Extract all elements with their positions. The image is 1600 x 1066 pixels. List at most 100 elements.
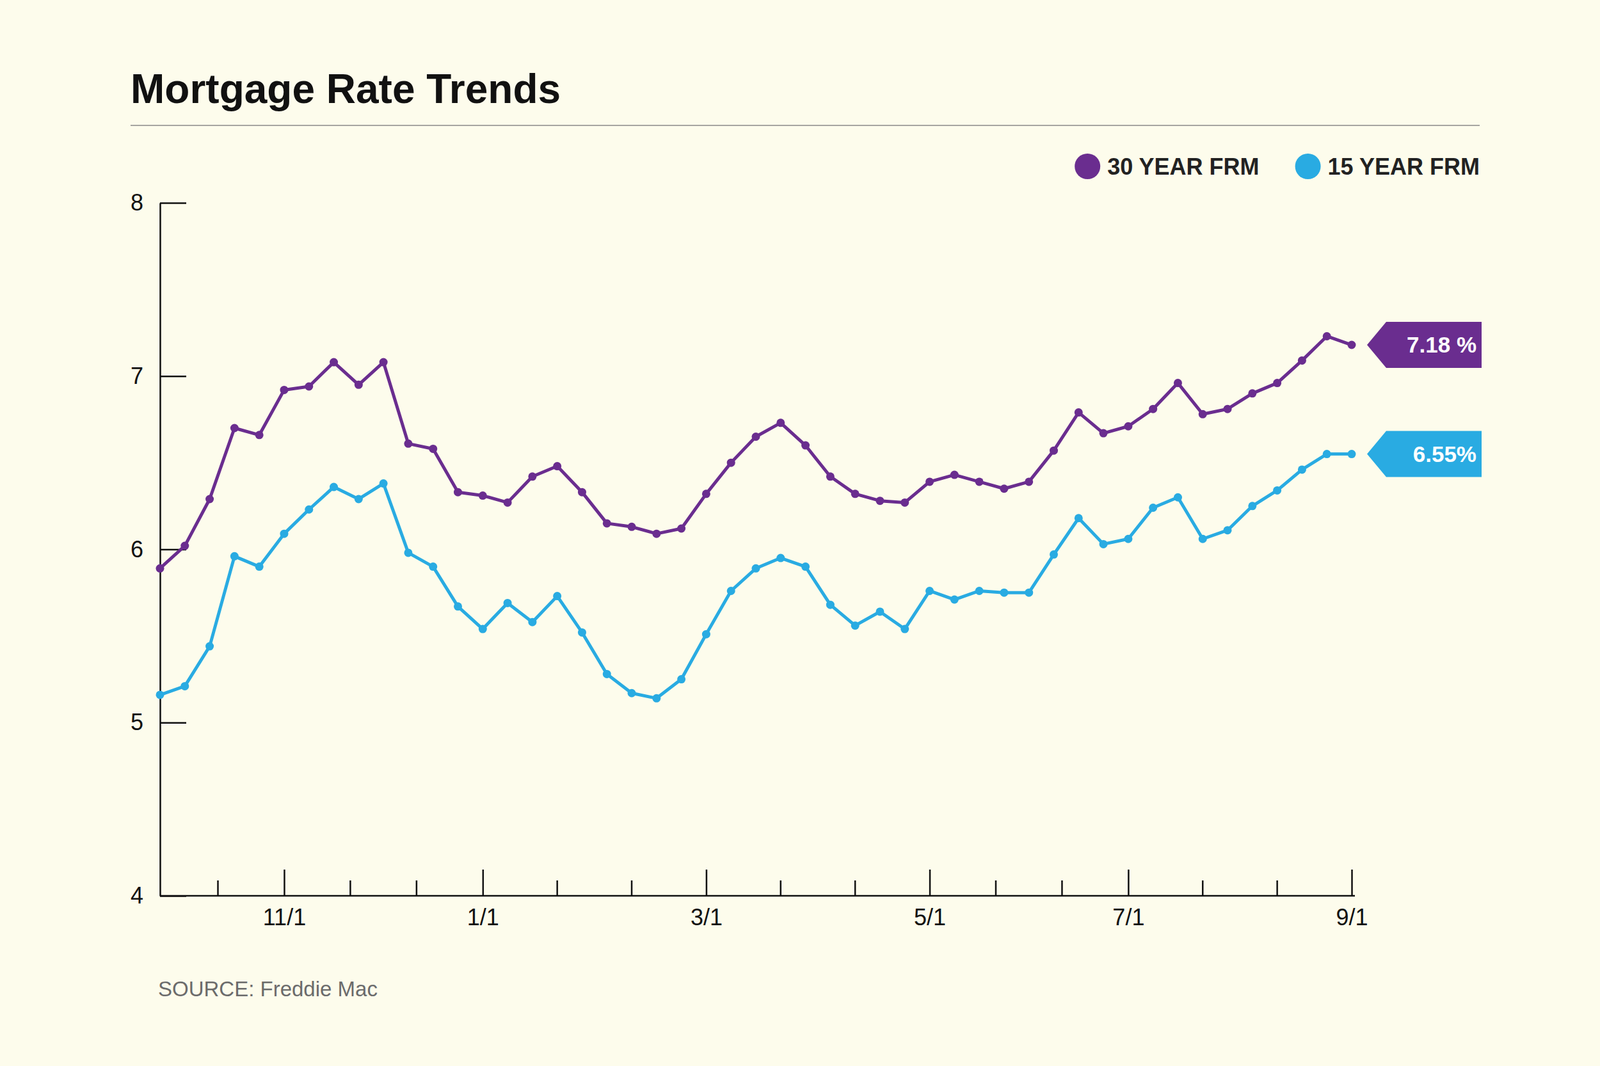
series-point [999,588,1008,598]
series-point [1322,332,1332,341]
minor-tick [1276,880,1279,896]
y-tick-mark [160,375,187,378]
value-label: 7.18 % [1406,332,1477,358]
series-point [180,542,189,551]
series-point [851,489,860,498]
series-point [975,586,984,596]
series-point [478,625,488,634]
legend-marker [1074,153,1101,180]
chart: Mortgage Rate Trends4567811/11/13/15/17/… [0,0,1600,1066]
series-point [875,496,884,505]
value-label: 6.55% [1413,441,1477,467]
series-point [727,458,736,468]
minor-tick [780,880,783,896]
x-tick-mark [705,869,708,896]
series-point [503,599,512,608]
series-point [1347,449,1357,459]
series-point [528,618,537,627]
series-point [478,491,488,500]
series-point [677,524,686,534]
y-tick-mark [160,202,187,205]
series-point [428,562,438,571]
series-point [999,484,1008,493]
x-tick-mark [929,869,932,896]
series-point [1148,405,1158,414]
series [156,332,1357,573]
series-point [602,519,612,528]
series-point [1099,429,1108,438]
series-point [1322,449,1332,459]
series-point [1123,422,1133,431]
y-tick-label: 5 [130,709,144,736]
x-tick-label: 7/1 [1112,904,1145,931]
series-point [230,552,239,561]
x-tick-mark [283,869,286,896]
series-point [1148,503,1158,512]
series-point [1173,378,1183,388]
series-point [156,564,165,573]
title: Mortgage Rate Trends [130,65,561,112]
series-point [329,358,338,367]
x-tick-mark [482,869,485,896]
series-point [230,423,239,432]
legend-marker [1295,153,1321,180]
series-point [503,498,512,507]
series-point [1223,405,1232,414]
series-point [403,548,413,557]
series-point [1297,356,1307,365]
series-point [1074,408,1083,417]
series-point [1049,550,1058,559]
series-point [453,488,463,497]
series-point [702,489,711,498]
x-axis: 11/1 1/1 3/1 5/1 7/1 9/1 [160,869,1369,931]
series-point [826,600,835,610]
series-point [1173,493,1183,502]
series-point [950,471,959,480]
source: SOURCE: Freddie Mac [158,977,378,1001]
series-point [1248,389,1257,398]
series-point [776,418,785,427]
minor-tick [995,880,998,896]
series-line [160,454,1352,699]
series-point [577,488,587,497]
legend: 30 YEAR FRM15 YEAR FRM [1074,153,1480,180]
series-point [652,694,661,703]
series-point [1347,341,1357,350]
series-line [160,336,1352,569]
y-axis: 45678 [130,189,187,909]
series-point [1198,410,1208,419]
y-tick-label: 7 [130,362,144,390]
legend-label: 15 YEAR FRM [1328,153,1480,180]
series-point [552,462,562,471]
series-point [677,675,686,684]
series [156,449,1357,703]
x-tick: 5/1 [913,869,946,931]
series-point [528,472,537,481]
value-tag-shape [1367,321,1482,368]
legend-item: 15 YEAR FRM [1295,153,1480,180]
y-tick-label: 6 [130,536,144,563]
y-tick: 5 [130,709,187,736]
x-tick: 11/1 [263,869,306,931]
series-point [1024,588,1033,598]
series-point [552,592,562,601]
y-tick: 6 [130,536,187,563]
value-tag: 7.18 % [1367,321,1482,368]
series-point [1297,465,1307,474]
background [0,0,1600,1066]
series-point [1198,535,1208,544]
series-point [329,483,338,492]
series-point [1049,446,1058,456]
series-point [801,562,810,571]
y-tick-mark [160,722,187,725]
series-point [205,642,214,651]
x-tick: 9/1 [1335,869,1368,931]
series-point [279,529,288,539]
x-tick-label: 1/1 [467,904,500,931]
series-point [1024,477,1033,486]
series-point [801,441,810,450]
value-labels: 7.18 % 6.55% [1367,321,1482,478]
series-point [1272,378,1282,388]
y-tick: 8 [130,189,187,216]
x-tick-label: 3/1 [690,904,723,931]
